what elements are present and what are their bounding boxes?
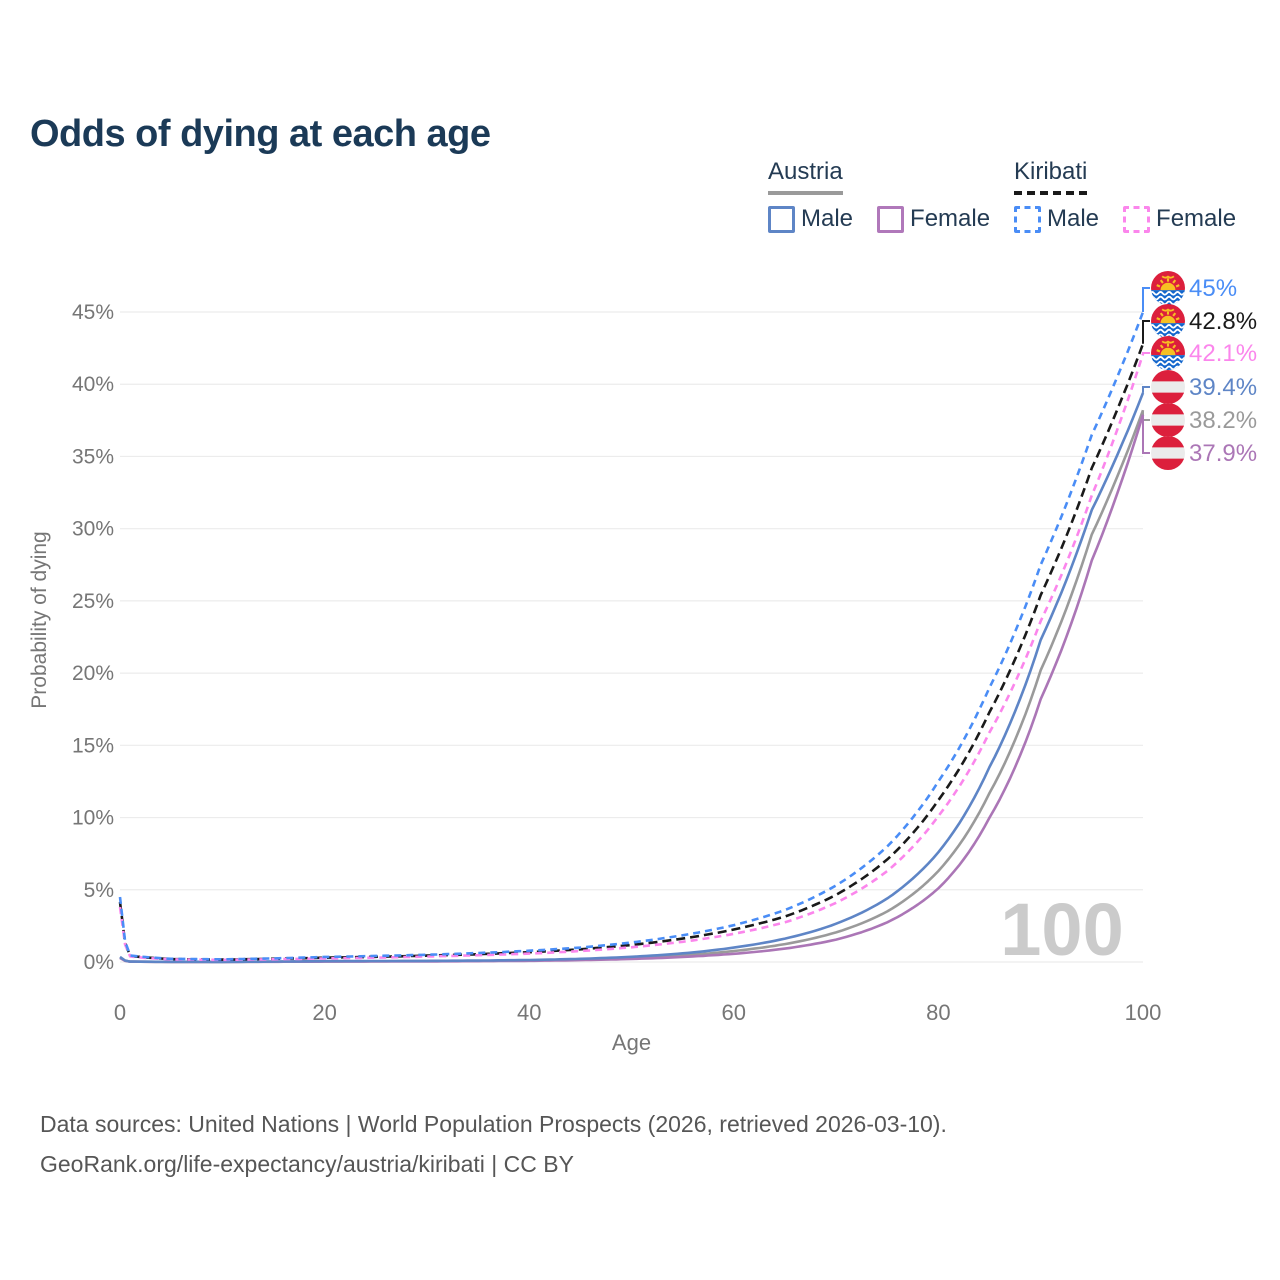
mortality-line-chart: 0% 5% 10% 15% 20% 25% 30% 35% 40% 45% 0 20 40 60 80 100… (28, 0, 1257, 1055)
end-label-layer: 45% 42.8% 42.1% 39.4% 38.2% 37.9% (1142, 271, 1257, 470)
x-tick-label: 80 (926, 1000, 950, 1025)
austria-female-checkbox[interactable] (877, 205, 905, 233)
series-line-kiribati_male[interactable] (118, 311, 1145, 961)
series-line-austria_male[interactable] (119, 392, 1145, 964)
y-tick-label: 40% (72, 373, 114, 396)
kiribati-female-checkbox[interactable] (1123, 205, 1151, 233)
y-tick-label: 25% (72, 590, 114, 613)
legend-label: Male (1047, 205, 1100, 232)
x-tick-label: 40 (517, 1000, 541, 1025)
legend-label: Male (801, 205, 854, 232)
legend-country-kiribati: Kiribati (1014, 158, 1088, 195)
legend-country-austria: Austria (768, 158, 843, 195)
austria-flag-icon (1151, 403, 1185, 437)
legend-group-kiribati: Kiribati Male Female (1014, 158, 1236, 233)
x-tick-label: 0 (114, 1000, 126, 1025)
y-tick-label: 15% (72, 734, 114, 757)
x-axis-title: Age (612, 1030, 651, 1055)
x-tick-label: 20 (312, 1000, 336, 1025)
y-tick-label: 35% (72, 445, 114, 468)
age-watermark: 100 (1000, 888, 1123, 971)
end-value-label-austria_total: 38.2% (1189, 407, 1257, 434)
watermark-layer: 100 (1000, 888, 1123, 971)
end-connector-kiribati_female (1142, 352, 1150, 354)
end-connector-austria_male (1142, 386, 1150, 393)
austria-flag-icon (1151, 370, 1185, 404)
y-tick-label: 10% (72, 807, 114, 830)
y-tick-label: 30% (72, 518, 114, 541)
y-tick-label: 20% (72, 662, 114, 685)
series-layer (118, 311, 1145, 964)
end-value-label-kiribati_total: 42.8% (1189, 308, 1257, 335)
end-value-label-austria_female: 37.9% (1189, 440, 1257, 467)
legend-group-austria: Austria Male Female (768, 158, 990, 233)
end-value-label-austria_male: 39.4% (1189, 374, 1257, 401)
kiribati-flag-icon (1150, 304, 1188, 338)
y-tick-label: 5% (84, 879, 114, 902)
legend-item-austria-female[interactable]: Female (877, 205, 990, 233)
axis-layer: 0% 5% 10% 15% 20% 25% 30% 35% 40% 45% 0 20 40 60 80 100… (28, 301, 1161, 1055)
series-line-kiribati_total[interactable] (118, 343, 1145, 961)
x-tick-label: 60 (722, 1000, 746, 1025)
grid-layer (120, 311, 1143, 963)
x-tick-label: 100 (1125, 1000, 1162, 1025)
end-connector-kiribati_male (1142, 287, 1150, 312)
page-title: Odds of dying at each age (30, 113, 491, 156)
end-connector-kiribati_total (1142, 320, 1150, 344)
series-line-austria_female[interactable] (119, 414, 1145, 964)
kiribati-male-checkbox[interactable] (1014, 205, 1041, 233)
attribution-link-text: GeoRank.org/life-expectancy/austria/kiri… (40, 1151, 574, 1177)
y-tick-label: 0% (84, 951, 114, 974)
y-axis-title: Probability of dying (28, 531, 51, 708)
kiribati-flag-icon (1150, 336, 1188, 370)
legend-label: Female (1156, 205, 1237, 232)
legend-item-kiribati-female[interactable]: Female (1123, 205, 1236, 233)
series-line-austria_total[interactable] (119, 409, 1145, 964)
austria-male-checkbox[interactable] (768, 205, 795, 233)
end-connector-austria_female (1142, 414, 1150, 454)
legend-label: Female (910, 205, 991, 232)
y-tick-label: 45% (72, 301, 114, 324)
austria-flag-icon (1151, 436, 1185, 470)
series-line-kiribati_female[interactable] (118, 353, 1145, 962)
end-value-label-kiribati_male: 45% (1189, 275, 1237, 302)
end-value-label-kiribati_female: 42.1% (1189, 340, 1257, 367)
legend-item-austria-male[interactable]: Male (768, 205, 853, 233)
kiribati-flag-icon (1150, 271, 1188, 305)
data-sources-text: Data sources: United Nations | World Pop… (40, 1111, 947, 1137)
legend-item-kiribati-male[interactable]: Male (1014, 205, 1099, 233)
